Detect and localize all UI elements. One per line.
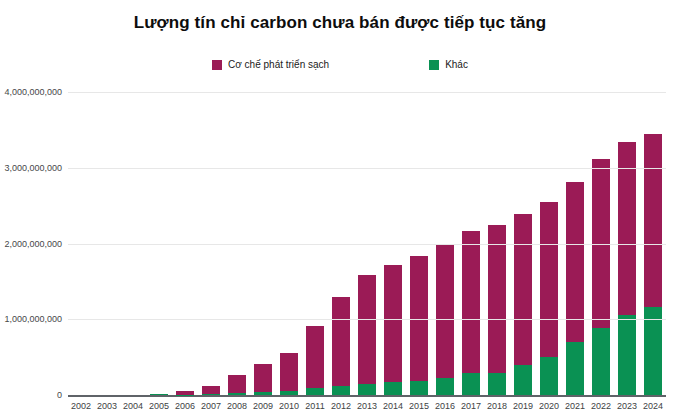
x-tick-label: 2010 [276, 401, 302, 411]
y-tick-label: 0 [57, 390, 62, 400]
bar [228, 375, 246, 395]
legend-label-cdm: Cơ chế phát triển sạch [228, 59, 329, 70]
bar-segment-khac [150, 394, 168, 395]
bar-segment-khac [592, 328, 610, 395]
bar [618, 142, 636, 395]
x-tick-label: 2018 [484, 401, 510, 411]
x-tick-label: 2007 [198, 401, 224, 411]
bar [306, 326, 324, 395]
bar-segment-khac [332, 386, 350, 395]
bar-segment-cdm [644, 134, 662, 307]
x-tick-label: 2015 [406, 401, 432, 411]
bar [462, 231, 480, 395]
bar-segment-cdm [566, 182, 584, 342]
bar-segment-khac [410, 381, 428, 395]
gridline [68, 92, 666, 93]
y-tick-label: 2,000,000,000 [4, 239, 62, 249]
bar [592, 159, 610, 395]
bar-segment-cdm [202, 386, 220, 394]
bar [150, 394, 168, 395]
bar-segment-khac [514, 365, 532, 395]
bar-segment-cdm [254, 364, 272, 392]
bar-segment-khac [228, 393, 246, 395]
bar-segment-cdm [488, 225, 506, 373]
y-tick-label: 4,000,000,000 [4, 87, 62, 97]
bar [332, 297, 350, 395]
bar [566, 182, 584, 395]
bar [358, 275, 376, 395]
bar-segment-cdm [358, 275, 376, 383]
legend-label-khac: Khác [445, 59, 468, 70]
x-tick-label: 2011 [302, 401, 328, 411]
chart-frame: Lượng tín chỉ carbon chưa bán được tiếp … [0, 0, 680, 420]
bar-segment-khac [384, 382, 402, 395]
x-tick-label: 2017 [458, 401, 484, 411]
x-tick-label: 2012 [328, 401, 354, 411]
x-tick-label: 2020 [536, 401, 562, 411]
x-tick-label: 2013 [354, 401, 380, 411]
bar-segment-khac [254, 392, 272, 395]
bar-segment-cdm [514, 214, 532, 365]
plot-area [68, 92, 666, 397]
legend-item-cdm: Cơ chế phát triển sạch [212, 59, 329, 70]
x-axis-labels: 2002200320042005200620072008200920102011… [68, 401, 666, 411]
bar-segment-cdm [436, 244, 454, 378]
x-tick-label: 2004 [120, 401, 146, 411]
x-tick-label: 2019 [510, 401, 536, 411]
bar-segment-khac [462, 373, 480, 395]
bar [202, 386, 220, 395]
bar [540, 202, 558, 395]
bar-segment-khac [436, 378, 454, 395]
x-tick-label: 2005 [146, 401, 172, 411]
bar [410, 256, 428, 395]
x-tick-label: 2021 [562, 401, 588, 411]
x-tick-label: 2002 [68, 401, 94, 411]
bar [514, 214, 532, 395]
legend-swatch-cdm [212, 60, 222, 70]
x-tick-label: 2022 [588, 401, 614, 411]
legend: Cơ chế phát triển sạch Khác [0, 59, 680, 70]
chart-title: Lượng tín chỉ carbon chưa bán được tiếp … [0, 13, 680, 33]
bar [254, 364, 272, 395]
x-tick-label: 2006 [172, 401, 198, 411]
bar-segment-khac [566, 342, 584, 395]
bar-segment-cdm [384, 265, 402, 382]
gridline [68, 244, 666, 245]
x-tick-label: 2009 [250, 401, 276, 411]
bar-segment-khac [306, 388, 324, 395]
y-tick-label: 1,000,000,000 [4, 314, 62, 324]
bar [176, 391, 194, 395]
bar-segment-khac [618, 315, 636, 395]
bar [644, 134, 662, 395]
bar [384, 265, 402, 395]
bar-segment-cdm [306, 326, 324, 388]
x-tick-label: 2014 [380, 401, 406, 411]
bar-segment-khac [488, 373, 506, 395]
y-tick-label: 3,000,000,000 [4, 163, 62, 173]
x-tick-label: 2003 [94, 401, 120, 411]
bar-segment-cdm [462, 231, 480, 373]
gridline [68, 168, 666, 169]
y-axis-labels: 01,000,000,0002,000,000,0003,000,000,000… [0, 92, 62, 395]
bar [488, 225, 506, 395]
bar-segment-khac [540, 357, 558, 395]
x-tick-label: 2023 [614, 401, 640, 411]
x-tick-label: 2024 [640, 401, 666, 411]
bar-segment-khac [280, 391, 298, 395]
bar-segment-khac [644, 307, 662, 395]
bar [280, 353, 298, 395]
gridline [68, 319, 666, 320]
x-tick-label: 2016 [432, 401, 458, 411]
bar-segment-cdm [228, 375, 246, 393]
legend-item-khac: Khác [429, 59, 468, 70]
bar-segment-cdm [332, 297, 350, 386]
bar-segment-khac [358, 384, 376, 395]
bar-segment-khac [202, 394, 220, 395]
bar-segment-cdm [280, 353, 298, 391]
x-tick-label: 2008 [224, 401, 250, 411]
legend-swatch-khac [429, 60, 439, 70]
bar-segment-cdm [540, 202, 558, 357]
